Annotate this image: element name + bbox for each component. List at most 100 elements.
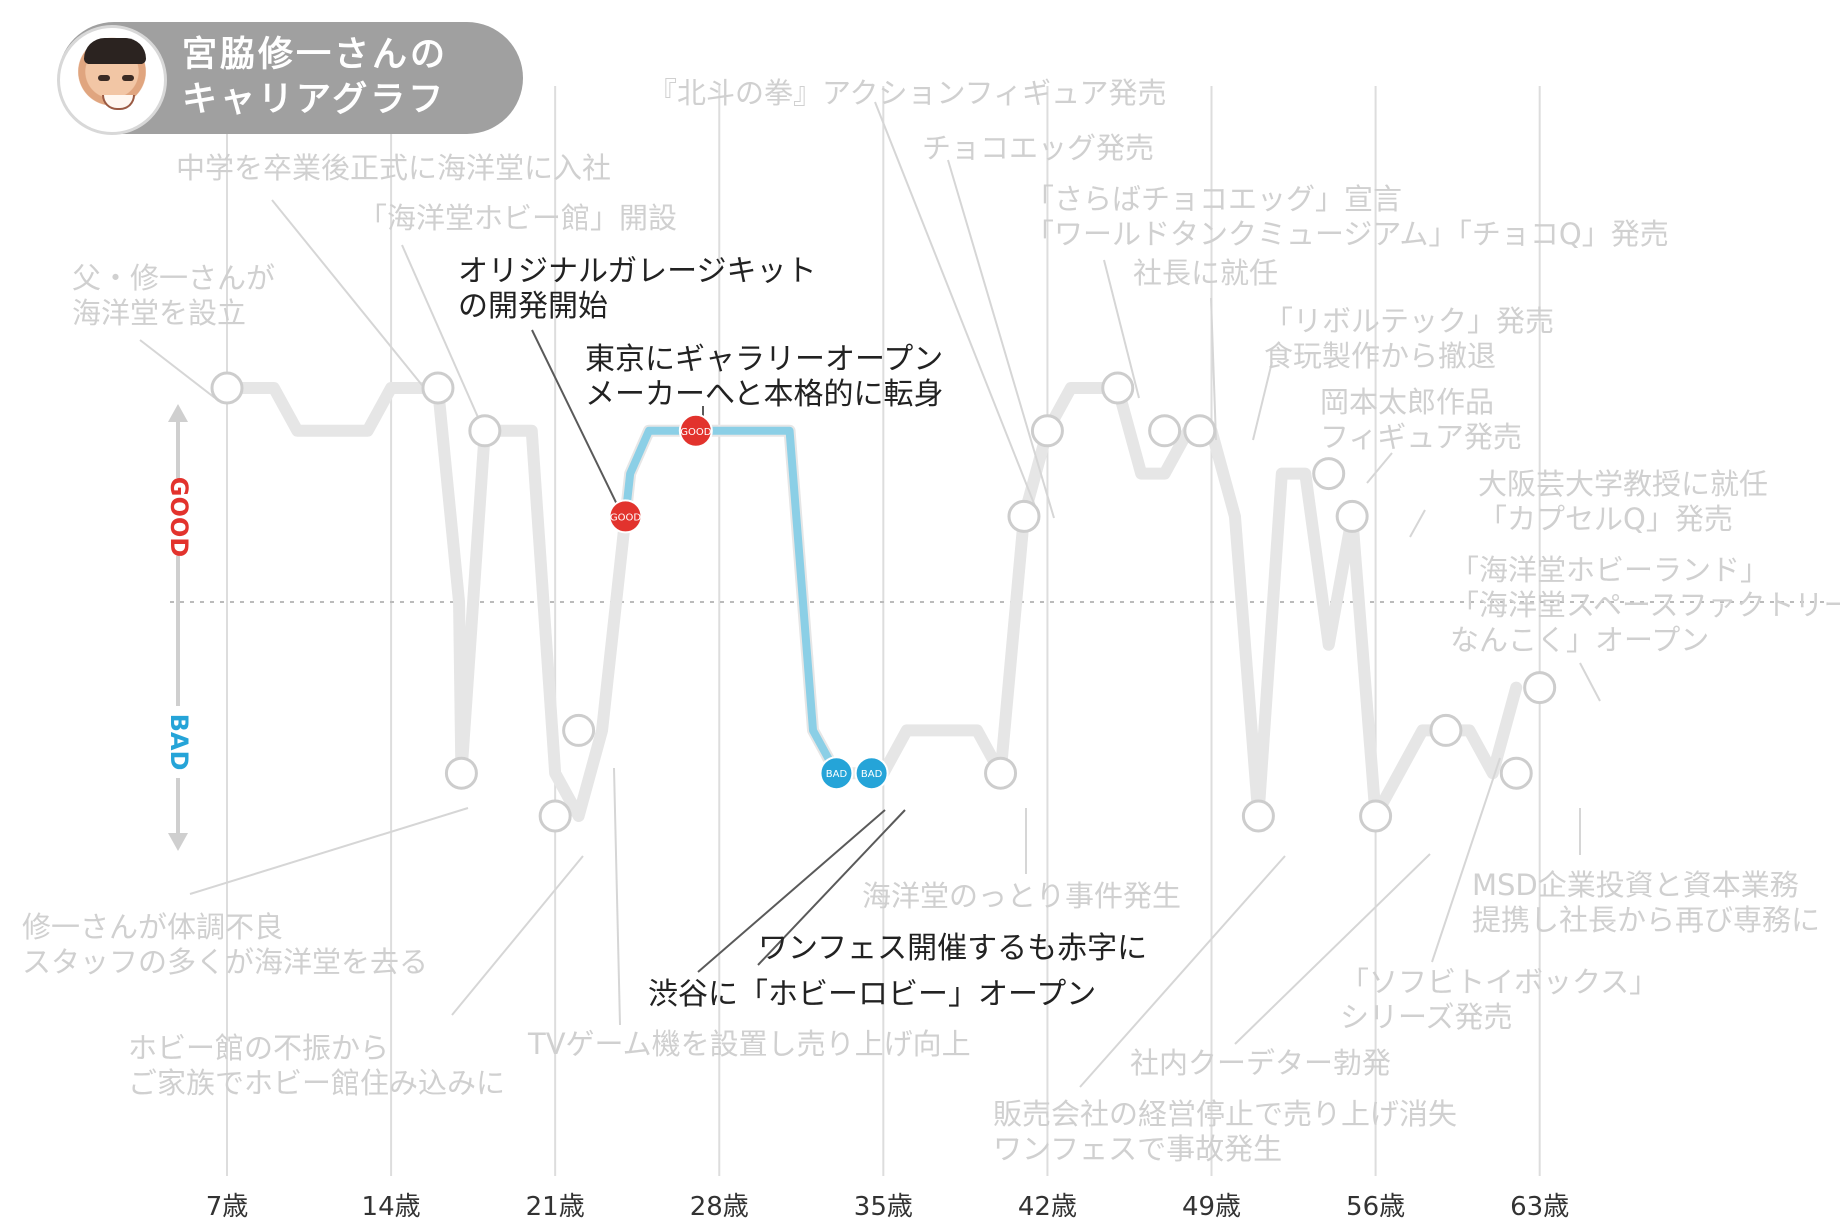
event-marker: [468, 414, 502, 448]
event-annotation: ご家族でホビー館住み込みに: [128, 1066, 505, 1100]
annotation-leader: [271, 199, 431, 396]
career-line: [221, 382, 1523, 822]
event-marker: [1007, 499, 1041, 533]
event-marker: [444, 756, 478, 790]
event-marker: [984, 756, 1018, 790]
x-tick-label: 21歳: [526, 1192, 585, 1222]
good-event-marker: [608, 499, 643, 534]
title-line-2: キャリアグラフ: [182, 80, 447, 120]
avatar-right-eye: [122, 75, 134, 81]
annotation-leader: [947, 159, 1055, 519]
annotation-leader: [874, 101, 1036, 507]
bad-label-bg: [164, 706, 192, 778]
event-marker: [1148, 414, 1182, 448]
avatar-hair: [84, 38, 146, 64]
event-marker: [421, 371, 455, 405]
axis-up-arrow: [168, 404, 188, 422]
event-annotation: 中学を卒業後正式に海洋堂に入社: [176, 151, 611, 185]
event-annotation: 海洋堂を設立: [72, 296, 246, 330]
annotation-leader: [451, 855, 584, 1016]
bad-marker-label: BAD: [826, 769, 848, 780]
annotation-leader: [1079, 855, 1286, 1088]
event-annotation: 「海洋堂ホビーランド」: [1450, 553, 1769, 587]
annotation-leader: [531, 329, 628, 526]
event-marker: [1241, 799, 1275, 833]
bad-event-marker: [854, 756, 889, 791]
event-marker: [1030, 414, 1064, 448]
bad-event-marker: [819, 756, 854, 791]
event-annotation: 社長に就任: [1133, 256, 1278, 290]
event-annotation: 販売会社の経営停止で売り上げ消失: [993, 1097, 1457, 1131]
good-label-bg: [164, 478, 192, 556]
event-annotation: 『北斗の拳』アクションフィギュア発売: [648, 76, 1167, 110]
annotation-leader: [1210, 297, 1217, 441]
annotation-leader: [401, 244, 489, 441]
bad-marker-label: BAD: [861, 769, 883, 780]
event-annotation: 提携し社長から再び専務に: [1472, 903, 1820, 937]
x-tick-label: 35歳: [854, 1192, 913, 1222]
axis-down-arrow: [168, 833, 188, 851]
title-line-1: 宮脇修一さんの: [182, 35, 449, 75]
event-annotation: 「海洋堂スペースファクトリー: [1450, 588, 1840, 622]
event-annotation: フィギュア発売: [1320, 420, 1522, 454]
event-annotation: 父・修一さんが: [72, 261, 275, 295]
x-tick-label: 42歳: [1018, 1192, 1077, 1222]
event-annotation: 食玩製作から撤退: [1264, 339, 1496, 373]
good-marker-label: GOOD: [680, 427, 711, 438]
x-tick-label: 63歳: [1510, 1192, 1569, 1222]
event-annotation: MSD企業投資と資本業務: [1472, 868, 1799, 902]
event-marker: [1312, 457, 1346, 491]
avatar-mouth: [102, 95, 135, 110]
event-annotation: シリーズ発売: [1340, 1000, 1513, 1034]
event-marker: [1335, 499, 1369, 533]
x-tick-label: 14歳: [362, 1192, 421, 1222]
event-marker: [538, 799, 572, 833]
event-annotation: 「ソフビトイボックス」: [1340, 965, 1658, 999]
good-event-marker: [678, 413, 713, 448]
event-annotation: 岡本太郎作品: [1320, 385, 1494, 419]
event-annotation: TVゲーム機を設置し売り上げ向上: [527, 1027, 971, 1061]
event-marker: [1359, 799, 1393, 833]
event-annotation: なんこく」オープン: [1450, 623, 1709, 657]
bad-axis-label: BAD: [165, 714, 193, 771]
event-annotation: 海洋堂のっとり事件発生: [862, 879, 1181, 913]
event-annotation: チョコエッグ発売: [922, 131, 1154, 165]
event-annotation: 「さらばチョコエッグ」宣言: [1025, 182, 1402, 216]
annotation-leader: [1431, 757, 1501, 963]
annotation-leader: [1234, 853, 1431, 1045]
annotation-leader: [1409, 509, 1426, 538]
annotation-leader: [697, 809, 886, 973]
event-marker: [1101, 371, 1135, 405]
x-tick-label: 28歳: [690, 1192, 749, 1222]
event-annotation: ワンフェスで事故発生: [993, 1132, 1282, 1166]
event-annotation: 社内クーデター勃発: [1130, 1046, 1391, 1080]
annotation-leader: [1103, 259, 1140, 399]
annotation-leader: [757, 809, 906, 966]
avatar-left-eye: [98, 75, 110, 81]
event-annotation-active: の開発開始: [458, 289, 608, 324]
good-axis-label: GOOD: [165, 477, 193, 557]
x-tick-label: 7歳: [206, 1192, 249, 1222]
x-tick-label: 49歳: [1182, 1192, 1241, 1222]
event-annotation-active: 渋谷に「ホビーロビー」オープン: [648, 977, 1096, 1012]
event-annotation-active: 東京にギャラリーオープン: [585, 342, 943, 377]
event-annotation: スタッフの多くが海洋堂を去る: [22, 945, 428, 979]
event-annotation: 「カプセルQ」発売: [1478, 502, 1733, 536]
annotation-leader: [1252, 361, 1273, 441]
event-marker: [1429, 713, 1463, 747]
annotation-leader: [1366, 452, 1393, 484]
event-annotation-active: オリジナルガレージキット: [458, 254, 817, 289]
event-annotation-active: メーカーへと本格的に転身: [585, 377, 944, 412]
event-marker: [562, 713, 596, 747]
event-marker: [210, 371, 244, 405]
event-annotation: 「ワールドタンクミュージアム」「チョコQ」発売: [1025, 217, 1669, 251]
event-annotation: ホビー館の不振から: [128, 1031, 389, 1065]
event-annotation: 修一さんが体調不良: [22, 910, 283, 944]
x-tick-label: 56歳: [1346, 1192, 1405, 1222]
annotation-leader: [139, 339, 216, 399]
event-annotation: 「リボルテック」発売: [1264, 304, 1554, 338]
annotation-leader: [189, 807, 469, 895]
event-marker: [1183, 414, 1217, 448]
